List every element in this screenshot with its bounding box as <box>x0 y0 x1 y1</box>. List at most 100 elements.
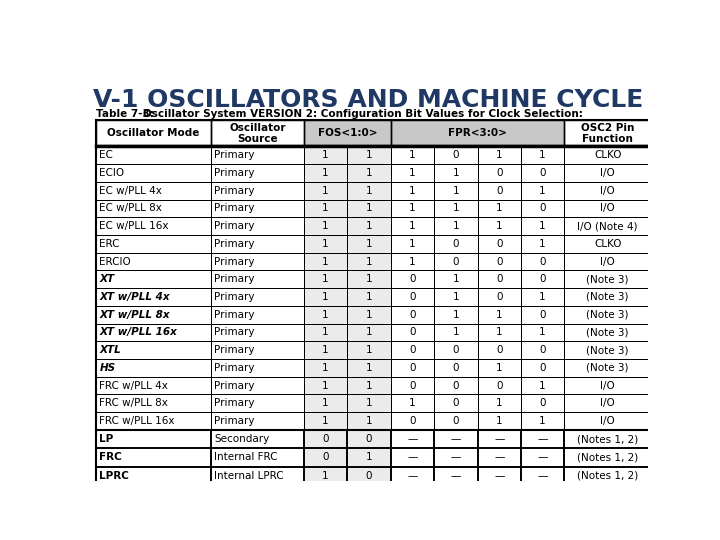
Bar <box>434 359 477 377</box>
Text: I/O: I/O <box>600 256 615 267</box>
Bar <box>521 235 564 253</box>
Text: Primary: Primary <box>214 327 254 338</box>
Bar <box>96 341 211 359</box>
Bar <box>391 394 434 412</box>
Text: FRC w/PLL 4x: FRC w/PLL 4x <box>99 381 168 390</box>
Text: Primary: Primary <box>214 150 254 160</box>
Bar <box>434 306 477 323</box>
Bar <box>211 430 304 448</box>
Bar <box>391 394 434 412</box>
Bar <box>304 377 347 394</box>
Text: 1: 1 <box>366 168 372 178</box>
Text: 1: 1 <box>452 309 459 320</box>
Text: 0: 0 <box>539 398 546 408</box>
Bar <box>96 394 211 412</box>
Bar <box>211 200 304 217</box>
Text: CLKO: CLKO <box>594 150 621 160</box>
Bar <box>434 377 477 394</box>
Text: 1: 1 <box>496 221 503 231</box>
Text: 1: 1 <box>323 186 329 195</box>
Bar <box>347 217 391 235</box>
Bar <box>304 200 347 217</box>
Bar <box>477 253 521 271</box>
Bar <box>434 217 477 235</box>
Bar <box>564 394 651 412</box>
Text: 0: 0 <box>453 345 459 355</box>
Bar <box>211 253 304 271</box>
Bar <box>521 306 564 323</box>
Bar <box>304 430 347 448</box>
Bar <box>96 359 211 377</box>
Bar <box>347 412 391 430</box>
Bar <box>304 323 347 341</box>
Bar <box>564 253 651 271</box>
Bar <box>434 377 477 394</box>
Bar <box>391 253 434 271</box>
Bar <box>434 467 477 485</box>
Text: Primary: Primary <box>214 168 254 178</box>
Bar <box>96 182 211 200</box>
Text: 0: 0 <box>453 256 459 267</box>
Bar <box>211 359 304 377</box>
Text: —: — <box>537 434 548 444</box>
Text: CLKO: CLKO <box>594 239 621 249</box>
Text: 1: 1 <box>323 327 329 338</box>
Bar <box>347 200 391 217</box>
Bar <box>391 467 434 485</box>
Text: EC: EC <box>99 150 113 160</box>
Text: (Note 3): (Note 3) <box>587 345 629 355</box>
Text: XT w/PLL 16x: XT w/PLL 16x <box>99 327 177 338</box>
Text: 1: 1 <box>323 204 329 213</box>
Bar <box>96 377 211 394</box>
Bar <box>521 235 564 253</box>
Bar <box>564 146 651 164</box>
Text: XT w/PLL 4x: XT w/PLL 4x <box>99 292 170 302</box>
Bar <box>347 253 391 271</box>
Bar <box>391 146 434 164</box>
Text: 1: 1 <box>366 327 372 338</box>
Text: FOS<1:0>: FOS<1:0> <box>318 129 377 138</box>
Text: —: — <box>537 471 548 481</box>
Text: —: — <box>408 434 418 444</box>
Text: FRC w/PLL 16x: FRC w/PLL 16x <box>99 416 175 426</box>
Text: FRC: FRC <box>99 453 122 462</box>
Text: 0: 0 <box>539 204 546 213</box>
Bar <box>211 217 304 235</box>
Text: LP: LP <box>99 434 114 444</box>
Text: 0: 0 <box>409 381 415 390</box>
Bar <box>347 271 391 288</box>
Text: FPR<3:0>: FPR<3:0> <box>448 129 507 138</box>
Bar <box>96 288 211 306</box>
Bar <box>211 271 304 288</box>
Bar <box>391 412 434 430</box>
Bar <box>391 217 434 235</box>
Bar <box>304 271 347 288</box>
Bar <box>347 271 391 288</box>
Text: 0: 0 <box>366 434 372 444</box>
Text: Secondary: Secondary <box>214 434 269 444</box>
Bar <box>521 412 564 430</box>
Bar <box>347 253 391 271</box>
Bar <box>521 394 564 412</box>
Bar <box>347 359 391 377</box>
Text: 0: 0 <box>496 274 503 284</box>
Bar <box>434 306 477 323</box>
Text: 0: 0 <box>409 327 415 338</box>
Text: —: — <box>537 453 548 462</box>
Text: Oscillator
Source: Oscillator Source <box>229 123 286 144</box>
Text: (Note 3): (Note 3) <box>587 327 629 338</box>
Bar <box>347 306 391 323</box>
Text: —: — <box>408 471 418 481</box>
Bar <box>521 359 564 377</box>
Text: 0: 0 <box>496 345 503 355</box>
Bar <box>564 164 651 182</box>
Bar <box>211 448 304 467</box>
Text: 1: 1 <box>366 239 372 249</box>
Bar <box>434 341 477 359</box>
Bar <box>96 341 211 359</box>
Text: (Note 3): (Note 3) <box>587 309 629 320</box>
Bar <box>96 200 211 217</box>
Bar <box>96 217 211 235</box>
Text: 0: 0 <box>453 398 459 408</box>
Bar <box>434 182 477 200</box>
